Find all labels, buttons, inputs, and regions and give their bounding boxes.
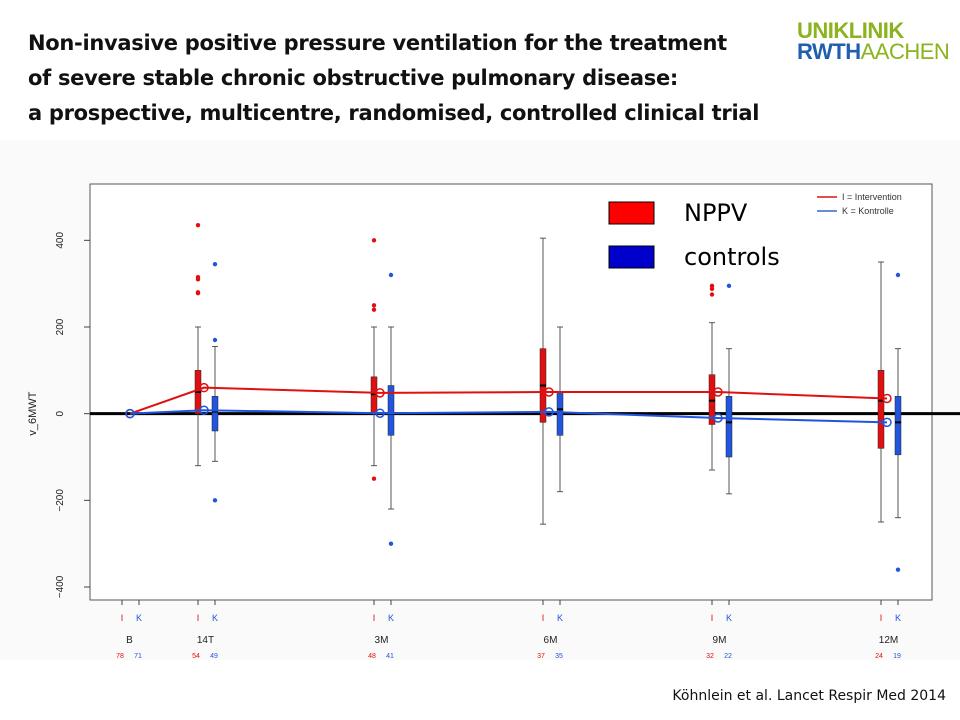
- logo-line-uniklinik: UNIKLINIK: [797, 18, 904, 43]
- n-intervention: 24: [875, 653, 883, 660]
- control-box: [894, 396, 902, 456]
- group-code-I: I: [197, 613, 200, 623]
- title-line-3: a prospective, multicentre, randomised, …: [28, 101, 760, 125]
- control-outlier: [212, 261, 218, 267]
- citation: Köhnlein et al. Lancet Respir Med 2014: [672, 688, 946, 704]
- visit-label: B: [126, 635, 133, 646]
- intervention-mean-marker: [882, 393, 892, 404]
- boxplot-chart: −400 −200 0 200 400 v_6MWT I K B78 71 I K 14T 54 49 I K 3…: [27, 183, 960, 660]
- n-intervention: 54: [192, 653, 200, 660]
- y-tick-label: 0: [55, 410, 66, 416]
- control-box: [556, 391, 564, 436]
- n-intervention: 37: [537, 653, 545, 660]
- y-tick-label: 400: [55, 232, 66, 249]
- control-outlier: [212, 337, 218, 343]
- control-outlier: [388, 272, 394, 278]
- control-box: [725, 396, 733, 458]
- y-axis-label: v_6MWT: [27, 391, 39, 435]
- n-intervention: 32: [706, 653, 714, 660]
- control-mean-marker: [125, 408, 135, 419]
- n-control: 41: [386, 653, 394, 660]
- logo-aachen: AACHEN: [860, 39, 950, 64]
- control-mean-marker: [375, 408, 385, 418]
- intervention-mean-line: [129, 386, 888, 415]
- control-mean-marker: [199, 405, 209, 415]
- title-line-2: of severe stable chronic obstructive pul…: [28, 66, 679, 90]
- intervention-outlier: [195, 222, 201, 228]
- intervention-outlier: [709, 286, 715, 292]
- intervention-mean-marker: [375, 388, 385, 398]
- n-control: 22: [724, 653, 732, 660]
- logo-line-rwth-aachen: RWTHAACHEN: [797, 39, 950, 64]
- y-tick-label: −200: [55, 489, 66, 512]
- legend-large-label: controls: [684, 243, 780, 271]
- intervention-box: [877, 370, 885, 449]
- group-code-K: K: [388, 613, 394, 623]
- group-code-K: K: [895, 613, 901, 623]
- n-control: 71: [134, 653, 142, 660]
- visit-label: 14T: [197, 635, 214, 646]
- y-tick-label: 200: [55, 318, 66, 335]
- intervention-outlier: [371, 476, 377, 481]
- group-code-I: I: [373, 613, 376, 623]
- group-code-K: K: [557, 613, 563, 623]
- n-intervention: 78: [116, 653, 124, 660]
- legend-small-label: I = Intervention: [842, 192, 902, 202]
- control-outlier: [726, 283, 732, 289]
- control-mean-marker: [713, 413, 723, 423]
- control-outlier: [212, 498, 218, 503]
- logo-rwth: RWTH: [797, 39, 861, 64]
- group-code-K: K: [726, 613, 732, 623]
- intervention-outlier: [371, 303, 377, 308]
- y-tick-label: −400: [55, 575, 66, 598]
- intervention-outlier: [371, 307, 377, 312]
- intervention-outlier: [709, 283, 715, 289]
- visit-label: 12M: [879, 635, 898, 646]
- intervention-outlier: [371, 238, 377, 243]
- control-outlier: [388, 541, 394, 546]
- visit-label: 3M: [375, 635, 389, 646]
- group-code-K: K: [136, 613, 142, 623]
- control-box: [211, 396, 219, 432]
- intervention-mean-marker: [199, 382, 209, 393]
- group-code-I: I: [880, 613, 883, 623]
- n-control: 19: [893, 653, 901, 660]
- control-mean-line: [129, 409, 888, 424]
- group-code-K: K: [212, 613, 218, 623]
- control-outlier: [895, 272, 901, 278]
- control-box: [387, 385, 395, 436]
- control-mean-marker: [882, 417, 892, 428]
- n-control: 35: [555, 653, 563, 660]
- control-outlier: [895, 567, 901, 572]
- intervention-outlier: [195, 291, 201, 296]
- visit-label: 9M: [713, 635, 727, 646]
- group-code-I: I: [711, 613, 714, 623]
- group-code-I: I: [121, 613, 124, 623]
- legend-large-swatch: [608, 201, 655, 225]
- title-line-1: Non-invasive positive pressure ventilati…: [28, 31, 727, 55]
- intervention-outlier: [709, 292, 715, 297]
- visit-label: 6M: [544, 635, 558, 646]
- legend-large-label: NPPV: [684, 199, 748, 227]
- intervention-mean-marker: [713, 387, 723, 397]
- intervention-outlier: [195, 277, 201, 282]
- n-control: 49: [210, 653, 218, 660]
- uniklinik-logo: UNIKLINIK RWTHAACHEN: [797, 18, 950, 64]
- intervention-box: [708, 374, 716, 425]
- n-intervention: 48: [368, 653, 376, 660]
- legend-small-label: K = Kontrolle: [842, 206, 894, 216]
- group-code-I: I: [542, 613, 545, 623]
- legend-large-swatch: [608, 245, 655, 269]
- slide-title: Non-invasive positive pressure ventilati…: [28, 26, 768, 131]
- intervention-mean-marker: [544, 387, 554, 397]
- control-mean-marker: [544, 407, 554, 417]
